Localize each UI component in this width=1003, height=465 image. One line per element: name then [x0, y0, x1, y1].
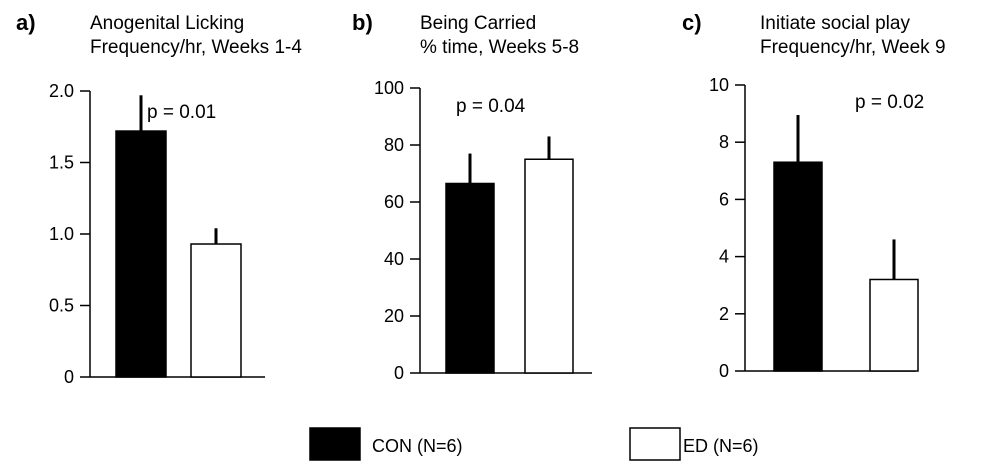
- y-tick-label: 0: [64, 367, 74, 387]
- legend-label: ED (N=6): [683, 436, 759, 456]
- y-tick-label: 80: [384, 135, 404, 155]
- y-tick-label: 0: [719, 361, 729, 381]
- legend-swatch: [309, 427, 361, 461]
- chart-title-line: Initiate social play: [760, 13, 910, 34]
- panel-letter: b): [352, 10, 373, 35]
- legend-swatch: [629, 427, 681, 461]
- y-tick-label: 100: [374, 78, 404, 98]
- panel-letter: c): [682, 10, 702, 35]
- bar-con: [445, 182, 495, 374]
- bar-con: [115, 130, 167, 378]
- legend-label: CON (N=6): [372, 436, 463, 456]
- y-tick-label: 0.5: [49, 296, 74, 316]
- y-tick-label: 4: [719, 247, 729, 267]
- chart-panel-2: b) Being Carried % time, Weeks 5-8 0 20 40 60 8…: [352, 10, 592, 383]
- y-tick-label: 1.5: [49, 153, 74, 173]
- panel-letter: a): [16, 10, 36, 35]
- y-tick-label: 2.0: [49, 81, 74, 101]
- chart-title-line: Being Carried: [420, 13, 536, 34]
- chart-panel-1: a) Anogenital Licking Frequency/hr, Weeks …: [16, 10, 302, 387]
- p-value-annotation: p = 0.02: [855, 92, 924, 113]
- y-tick-label: 20: [384, 306, 404, 326]
- p-value-annotation: p = 0.01: [147, 102, 216, 123]
- bar-ed: [524, 158, 574, 374]
- p-value-annotation: p = 0.04: [456, 96, 526, 117]
- bar-ed: [869, 278, 919, 372]
- y-tick-label: 40: [384, 249, 404, 269]
- y-tick-label: 1.0: [49, 224, 74, 244]
- y-tick-label: 10: [709, 75, 729, 95]
- chart-title-line: Frequency/hr, Week 9: [760, 37, 946, 58]
- y-tick-label: 0: [394, 363, 404, 383]
- chart-title-line: % time, Weeks 5-8: [420, 37, 579, 58]
- chart-title-line: Frequency/hr, Weeks 1-4: [90, 37, 302, 58]
- bar-ed: [190, 243, 242, 378]
- y-tick-label: 60: [384, 192, 404, 212]
- bar-con: [773, 161, 823, 372]
- y-tick-label: 8: [719, 132, 729, 152]
- legend: CON (N=6) ED (N=6): [309, 427, 759, 461]
- y-tick-label: 2: [719, 304, 729, 324]
- y-tick-label: 6: [719, 189, 729, 209]
- chart-title-line: Anogenital Licking: [90, 13, 244, 34]
- chart-panel-3: c) Initiate social play Frequency/hr, Week…: [682, 10, 946, 381]
